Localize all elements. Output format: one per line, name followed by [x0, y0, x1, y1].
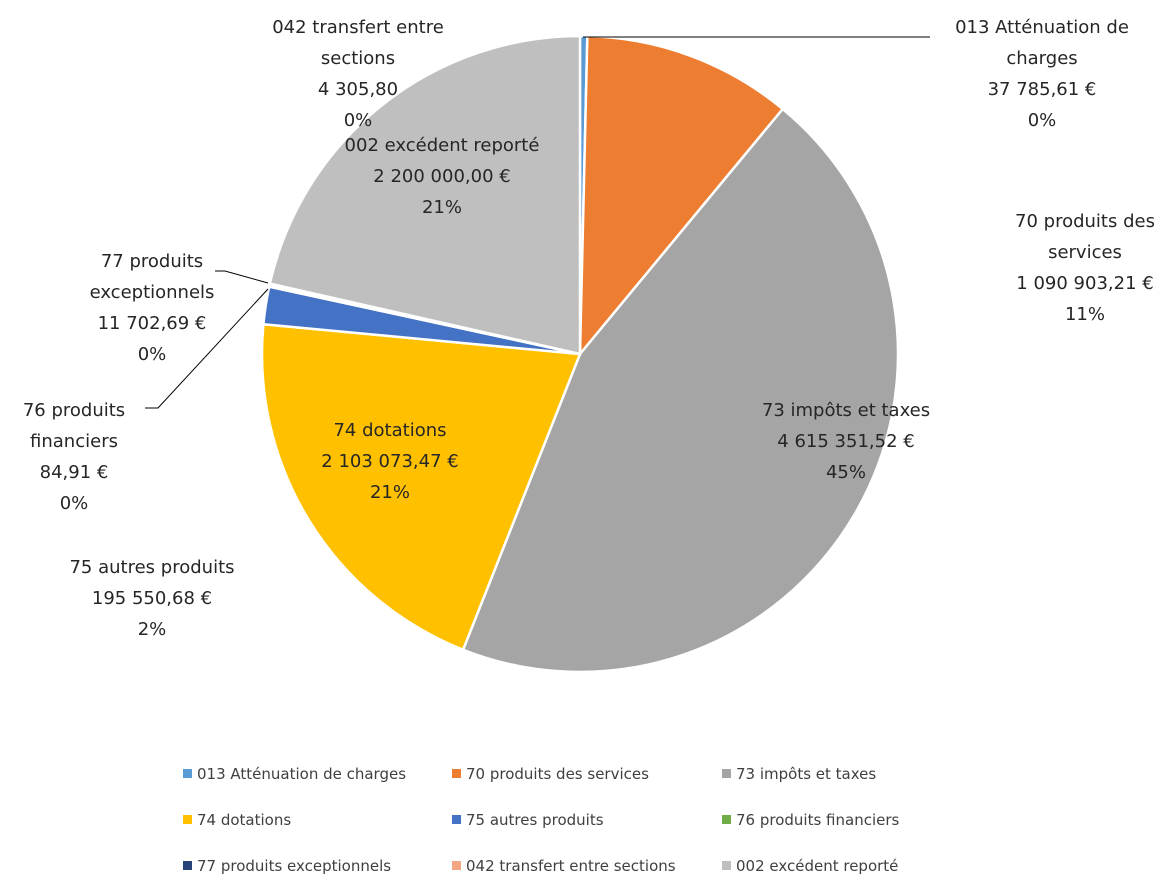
data-label-text: 11%: [1064, 304, 1105, 325]
data-label-text: 0%: [1027, 110, 1057, 131]
data-label: 75 autres produits 195 550,68 € 2%: [32, 552, 272, 645]
pie: [260, 34, 900, 674]
data-label-text: 2 103 073,47 €: [321, 451, 459, 472]
data-label-text: 4 615 351,52 €: [777, 431, 915, 452]
data-label-text: 2 200 000,00 €: [373, 166, 511, 187]
legend-label: 70 produits des services: [466, 765, 649, 783]
data-label-text: 21%: [421, 197, 462, 218]
data-label-text: 45%: [825, 462, 866, 483]
legend-label: 73 impôts et taxes: [736, 765, 877, 783]
data-label-text: 77 produits exceptionnels: [89, 251, 215, 303]
data-label-text: 013 Atténuation de charges: [955, 17, 1129, 69]
pie-slice: [268, 34, 582, 356]
data-label: 042 transfert entre sections 4 305,80 0%: [243, 12, 473, 136]
data-label: 77 produits exceptionnels 11 702,69 € 0%: [72, 246, 232, 370]
legend-label: 042 transfert entre sections: [466, 857, 676, 875]
data-label: 74 dotations 2 103 073,47 € 21%: [290, 415, 490, 508]
legend-label: 77 produits exceptionnels: [197, 857, 392, 875]
leader-line: [145, 288, 269, 409]
legend-marker: [183, 861, 192, 870]
data-label-text: 37 785,61 €: [987, 79, 1097, 100]
legend-item: 75 autres produits: [452, 811, 604, 829]
legend-label: 002 excédent reporté: [736, 857, 899, 875]
legend-marker: [452, 861, 461, 870]
pie-slice: [461, 107, 900, 674]
data-label: 013 Atténuation de charges 37 785,61 € 0%: [927, 12, 1157, 136]
legend-marker: [722, 769, 731, 778]
pie-slice: [260, 322, 582, 652]
data-label-text: 2%: [137, 619, 167, 640]
data-label-text: 0%: [343, 110, 373, 131]
data-label-text: 0%: [59, 493, 89, 514]
data-label-text: 70 produits des services: [1015, 211, 1155, 263]
data-label-text: 11 702,69 €: [97, 313, 207, 334]
legend-label: 75 autres produits: [466, 811, 604, 829]
legend-item: 74 dotations: [183, 811, 291, 829]
legend-item: 042 transfert entre sections: [452, 857, 676, 875]
legend-marker: [183, 815, 192, 824]
legend-marker: [183, 769, 192, 778]
data-label-text: 21%: [369, 482, 410, 503]
legend-marker: [722, 861, 731, 870]
data-label-text: 4 305,80: [317, 79, 399, 100]
legend-item: 70 produits des services: [452, 765, 649, 783]
legend-item: 73 impôts et taxes: [722, 765, 876, 783]
leader-line: [215, 270, 269, 284]
legend-marker: [452, 769, 461, 778]
data-label-text: 1 090 903,21 €: [1016, 273, 1154, 294]
legend-marker: [452, 815, 461, 824]
legend-item: 76 produits financiers: [722, 811, 899, 829]
data-label: 002 excédent reporté 2 200 000,00 € 21%: [342, 130, 542, 223]
legend-marker: [722, 815, 731, 824]
legend-item: 013 Atténuation de charges: [183, 765, 406, 783]
data-label-text: 74 dotations: [333, 420, 447, 441]
data-label-text: 042 transfert entre sections: [272, 17, 444, 69]
data-label-text: 002 excédent reporté: [344, 135, 540, 156]
data-label-text: 195 550,68 €: [91, 588, 213, 609]
legend-item: 77 produits exceptionnels: [183, 857, 391, 875]
legend-label: 013 Atténuation de charges: [197, 765, 407, 783]
legend-label: 74 dotations: [197, 811, 292, 829]
data-label: 73 impôts et taxes 4 615 351,52 € 45%: [716, 395, 976, 488]
legend-item: 002 excédent reporté: [722, 857, 898, 875]
data-label-text: 75 autres produits: [69, 557, 235, 578]
data-label: 76 produits financiers 84,91 € 0%: [0, 395, 149, 519]
legend-label: 76 produits financiers: [736, 811, 900, 829]
data-label-text: 84,91 €: [39, 462, 109, 483]
data-label-text: 73 impôts et taxes: [761, 400, 931, 421]
data-label: 70 produits des services 1 090 903,21 € 11…: [995, 206, 1174, 330]
data-label-text: 0%: [137, 344, 167, 365]
data-label-text: 76 produits financiers: [22, 400, 126, 452]
